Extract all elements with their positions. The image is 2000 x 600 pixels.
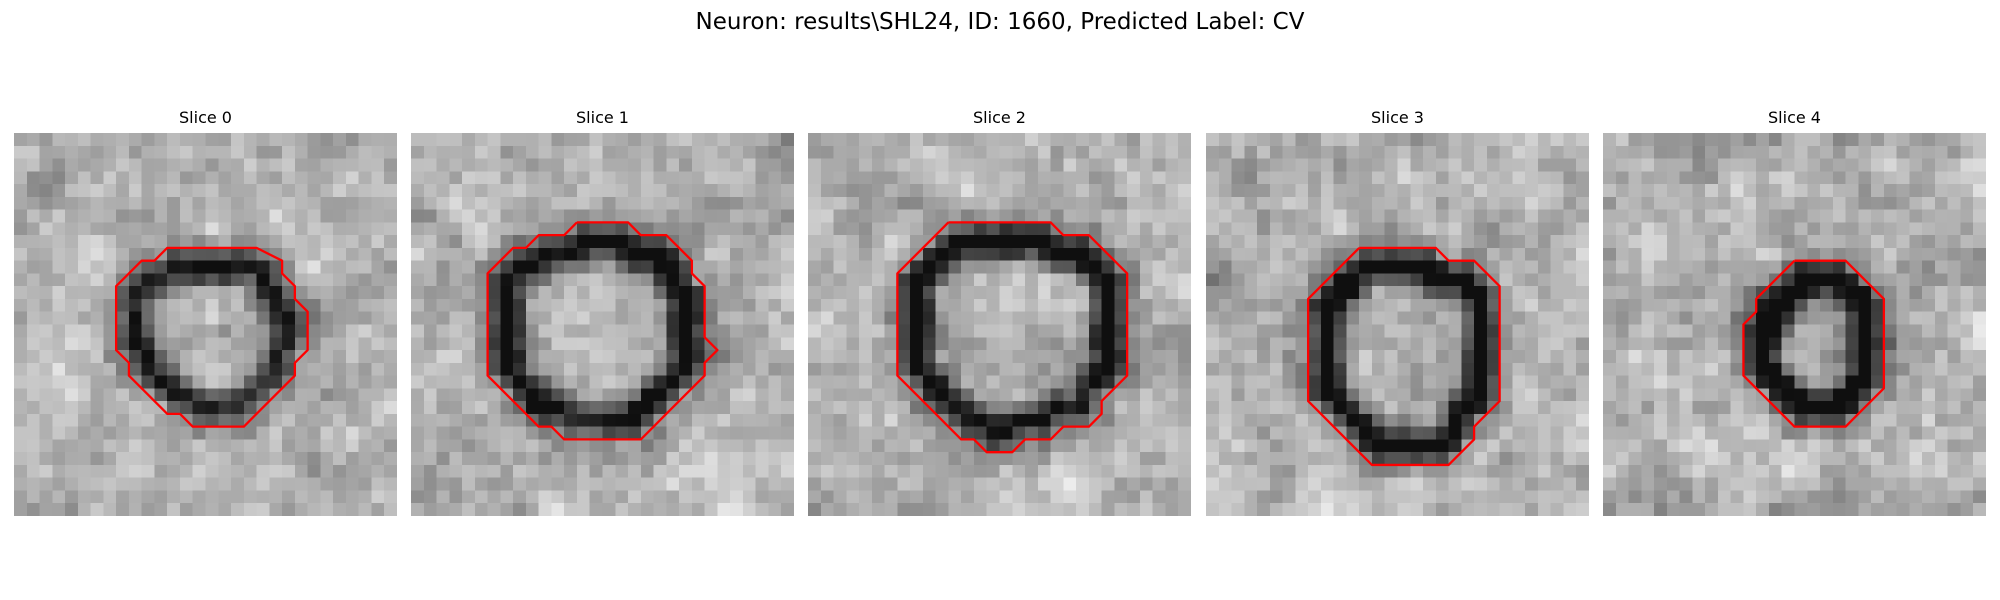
slice-image-3	[1206, 133, 1589, 516]
slice-image-2	[808, 133, 1191, 516]
slice-title-0: Slice 0	[179, 108, 232, 127]
slice-image-1	[411, 133, 794, 516]
segmentation-contour	[1306, 246, 1501, 467]
slice-panel-4: Slice 4	[1603, 108, 1986, 516]
figure-title: Neuron: results\SHL24, ID: 1660, Predict…	[695, 9, 1305, 35]
segmentation-contour	[114, 246, 309, 428]
slice-title-2: Slice 2	[973, 108, 1026, 127]
slice-image-4	[1603, 133, 1986, 516]
slice-panel-1: Slice 1	[411, 108, 794, 516]
slice-title-4: Slice 4	[1768, 108, 1821, 127]
segmentation-contour	[896, 221, 1129, 454]
slice-panel-2: Slice 2	[808, 108, 1191, 516]
segmentation-contour	[1742, 259, 1886, 428]
slice-panel-0: Slice 0	[14, 108, 397, 516]
slice-title-3: Slice 3	[1371, 108, 1424, 127]
slice-panel-3: Slice 3	[1206, 108, 1589, 516]
slice-title-1: Slice 1	[576, 108, 629, 127]
segmentation-contour	[486, 221, 719, 441]
slice-image-0	[14, 133, 397, 516]
